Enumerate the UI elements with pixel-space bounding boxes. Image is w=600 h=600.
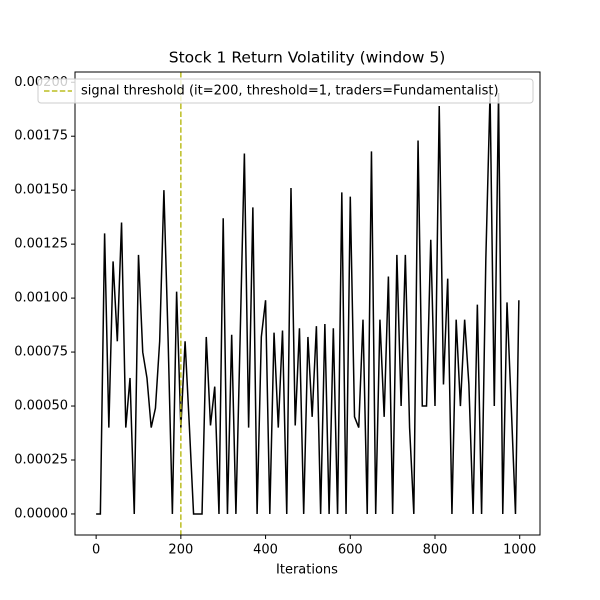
y-tick-label: 0.00075 [14,345,68,360]
x-tick-label: 400 [253,543,278,558]
plot-frame [74,71,541,536]
x-tick-label: 600 [338,543,363,558]
x-tick-label: 800 [423,543,448,558]
y-tick-label: 0.00000 [14,506,68,521]
y-tick-label: 0.00100 [14,291,68,306]
x-tick-label: 200 [168,543,193,558]
data-line [96,93,520,515]
y-tick-label: 0.00025 [14,452,68,467]
x-axis-label: Iterations [276,563,338,578]
legend-label: signal threshold (it=200, threshold=1, t… [81,84,499,99]
x-tick-label: 0 [92,543,100,558]
x-tick-label: 1000 [503,543,536,558]
y-tick-label: 0.00175 [14,129,68,144]
y-tick-label: 0.00125 [14,237,68,252]
chart-title: Stock 1 Return Volatility (window 5) [169,49,446,67]
y-tick-label: 0.00050 [14,399,68,414]
legend-box [37,78,534,104]
y-tick-label: 0.00150 [14,183,68,198]
